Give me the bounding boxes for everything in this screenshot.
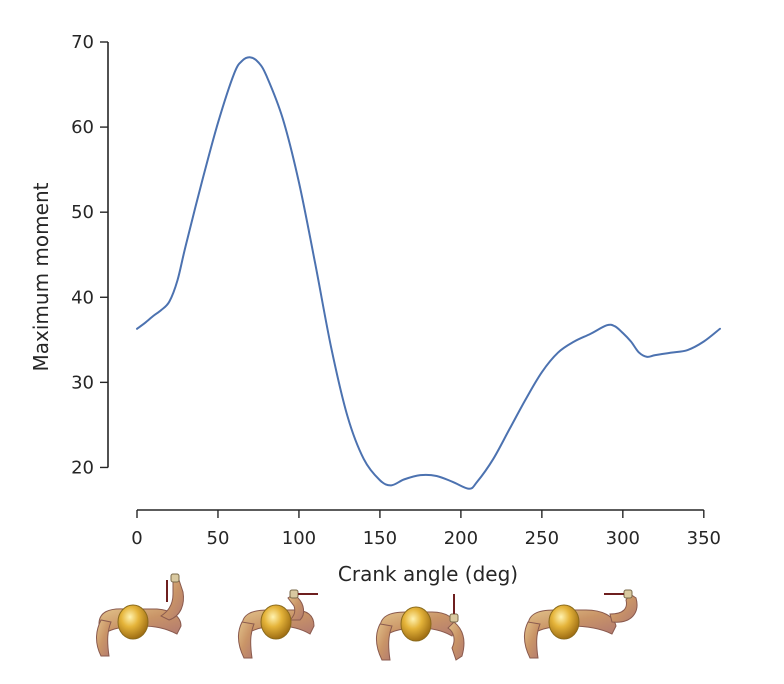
- arm-pose-back-icon: [523, 589, 638, 659]
- y-tick-label: 50: [71, 202, 94, 223]
- y-tick-label: 20: [71, 457, 94, 478]
- y-ticks: 20 30 40 50 60 70: [71, 32, 108, 478]
- x-tick-label: 200: [444, 528, 478, 549]
- x-ticks: 0 50 100 150 200 250 300 350: [131, 510, 721, 549]
- x-tick-label: 0: [131, 528, 142, 549]
- arm-pose-down-icon: [375, 594, 465, 661]
- x-tick-label: 250: [525, 528, 559, 549]
- y-axis-label: Maximum moment: [29, 182, 53, 371]
- x-tick-label: 100: [282, 528, 316, 549]
- y-tick-label: 70: [71, 32, 94, 53]
- y-tick-label: 30: [71, 372, 94, 393]
- x-tick-label: 150: [363, 528, 397, 549]
- axes: 20 30 40 50 60 70 0 50 100 150 200 250 300 350: [71, 32, 721, 549]
- x-tick-label: 350: [687, 528, 721, 549]
- arm-pose-reaching-up-icon: [96, 573, 184, 657]
- x-tick-label: 300: [606, 528, 640, 549]
- x-tick-label: 50: [207, 528, 230, 549]
- arm-pose-forward-icon: [237, 589, 318, 659]
- series-layer: [136, 56, 721, 490]
- y-tick-label: 40: [71, 287, 94, 308]
- series-line-0: [136, 56, 721, 490]
- y-tick-label: 60: [71, 117, 94, 138]
- x-axis-label: Crank angle (deg): [338, 562, 518, 586]
